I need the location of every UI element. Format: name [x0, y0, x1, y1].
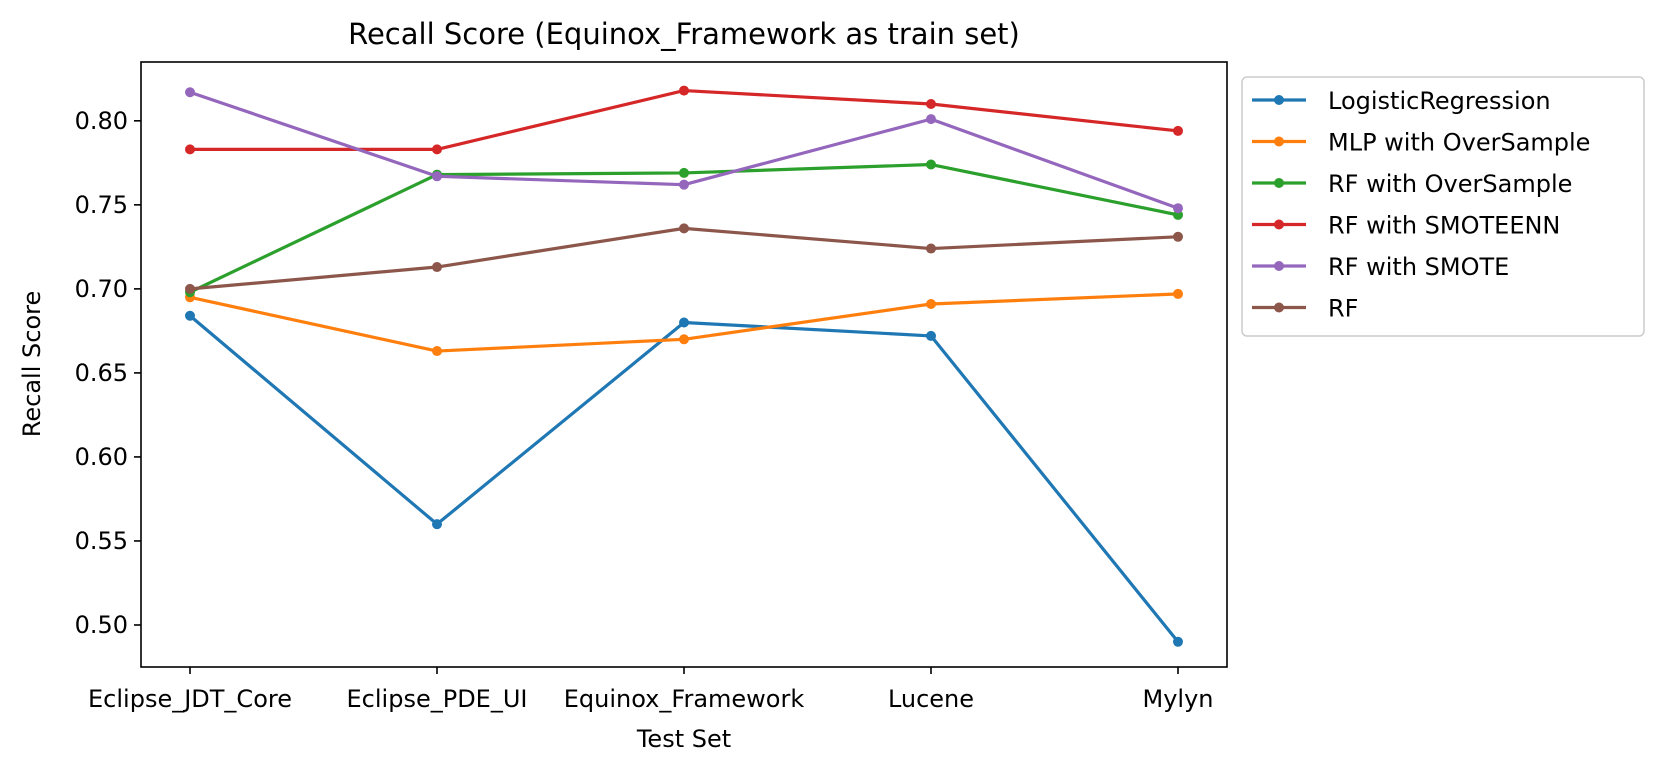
y-tick-label: 0.65 — [75, 359, 128, 387]
data-point — [185, 283, 195, 294]
x-tick-label: Lucene — [888, 685, 974, 713]
legend-marker — [1274, 261, 1284, 271]
data-point — [432, 346, 442, 357]
legend-marker — [1274, 302, 1284, 313]
y-tick-label: 0.80 — [75, 107, 128, 135]
legend-label: LogisticRegression — [1328, 87, 1551, 115]
series-logisticregression — [185, 310, 1183, 647]
data-point — [432, 171, 442, 182]
data-point — [926, 330, 936, 341]
series-line — [187, 313, 1181, 645]
data-point — [926, 159, 936, 170]
x-tick-label: Eclipse_JDT_Core — [88, 685, 292, 713]
series-line — [188, 88, 1180, 151]
series-layer — [185, 85, 1183, 647]
y-tick-label: 0.55 — [75, 527, 128, 555]
x-tick-label: Mylyn — [1143, 685, 1214, 713]
data-point — [926, 114, 936, 125]
data-point — [185, 310, 195, 321]
legend-marker — [1274, 136, 1284, 147]
data-point — [1173, 231, 1183, 242]
legend-items: LogisticRegression MLP with OverSample RF … — [1252, 87, 1590, 323]
y-tick-label: 0.50 — [75, 611, 128, 639]
data-point — [432, 144, 442, 155]
legend-label: RF — [1328, 295, 1358, 323]
data-point — [926, 243, 936, 254]
data-point — [1173, 125, 1183, 136]
x-tick-label: Eclipse_PDE_UI — [347, 685, 528, 713]
data-point — [926, 99, 936, 110]
data-point — [679, 167, 689, 178]
legend-marker — [1274, 95, 1284, 105]
legend: LogisticRegression MLP with OverSample RF … — [1241, 76, 1645, 337]
data-point — [679, 317, 689, 328]
data-point — [1173, 636, 1183, 647]
x-tick-label: Equinox_Framework — [564, 685, 805, 713]
legend-label: RF with SMOTEENN — [1328, 212, 1560, 240]
y-tick-label: 0.70 — [75, 275, 128, 303]
data-point — [185, 144, 195, 155]
legend-label: MLP with OverSample — [1328, 129, 1590, 157]
data-point — [679, 179, 689, 190]
data-point — [679, 334, 689, 345]
x-axis-label: Test Set — [636, 725, 731, 753]
y-tick-label: 0.75 — [75, 191, 128, 219]
data-point — [432, 519, 442, 530]
data-point — [926, 299, 936, 309]
data-point — [1173, 288, 1183, 299]
legend-label: RF with SMOTE — [1328, 253, 1509, 281]
data-point — [679, 85, 689, 96]
legend-marker — [1274, 219, 1284, 230]
data-point — [1173, 203, 1183, 214]
data-point — [432, 262, 442, 273]
chart-title: Recall Score (Equinox_Framework as train… — [348, 17, 1020, 51]
y-axis: 0.50 0.55 0.60 0.65 0.70 0.75 0.80 — [75, 107, 141, 639]
y-axis-label: Recall Score — [18, 291, 46, 437]
legend-box — [1241, 76, 1645, 337]
plot-area-frame — [140, 61, 1228, 668]
y-tick-label: 0.60 — [75, 443, 128, 471]
series-rf-with-smoteenn — [185, 85, 1183, 155]
series-rf — [185, 223, 1183, 294]
legend-label: RF with OverSample — [1328, 170, 1572, 198]
series-rf-with-smote — [185, 87, 1183, 214]
data-point — [185, 87, 195, 98]
x-axis: Eclipse_JDT_Core Eclipse_PDE_UI Equinox_Fr… — [88, 667, 1214, 713]
data-point — [679, 223, 689, 234]
legend-marker — [1274, 178, 1284, 188]
series-line — [188, 226, 1180, 291]
